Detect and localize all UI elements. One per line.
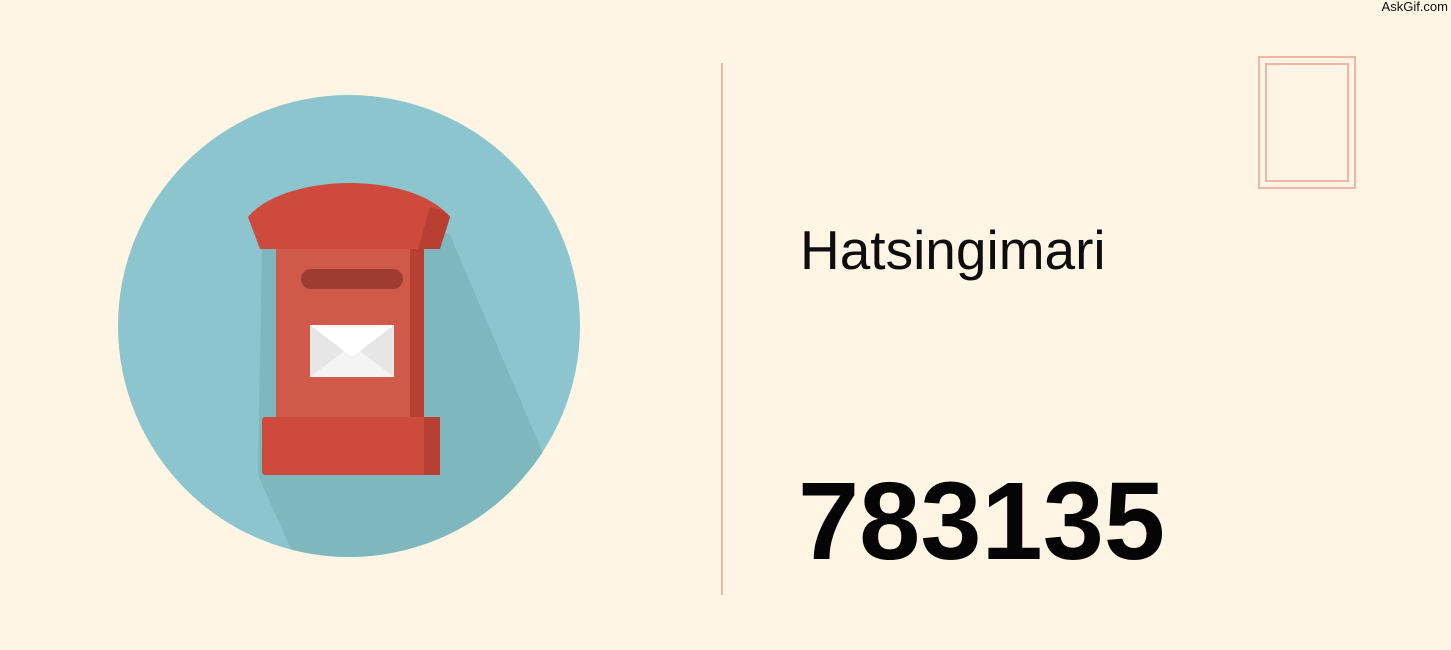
stamp-inner-frame (1265, 63, 1349, 182)
post-box-icon (118, 95, 580, 557)
post-box-cap (248, 183, 450, 249)
post-box-slot (301, 269, 403, 289)
post-box-base-shade (424, 417, 440, 475)
post-box-base (262, 417, 440, 475)
pincode: 783135 (798, 460, 1166, 583)
post-box-body-shade (410, 249, 424, 419)
envelope-icon (310, 325, 394, 377)
stamp-frame-icon (1258, 56, 1356, 189)
watermark: AskGif.com (1381, 0, 1448, 14)
post-box-cap-shade (418, 207, 450, 249)
place-name: Hatsingimari (800, 219, 1106, 281)
vertical-divider (721, 63, 723, 595)
